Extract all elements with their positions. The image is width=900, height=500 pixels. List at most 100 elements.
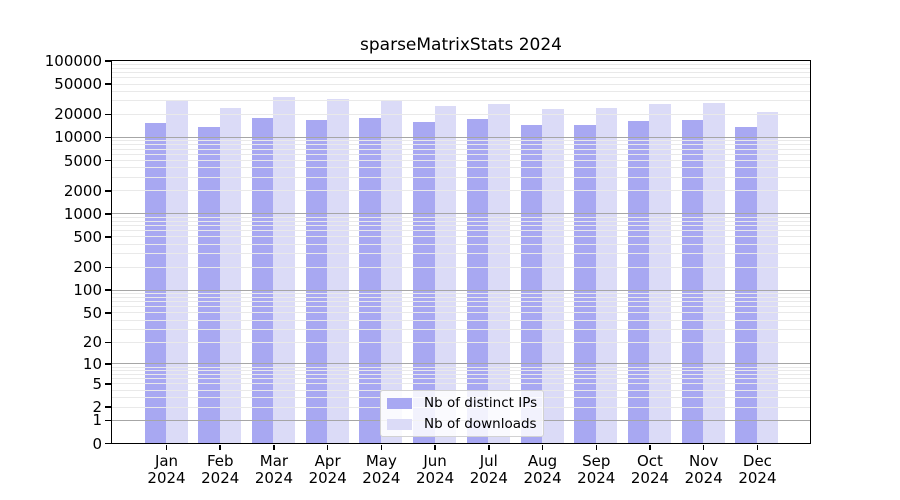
plot-area [110, 59, 811, 444]
y-axis-tick-label: 100000 [44, 52, 102, 70]
gridline-minor [111, 306, 810, 308]
x-axis-tick-label-may: May 2024 [362, 451, 401, 487]
x-axis-tick-label-nov: Nov 2024 [684, 451, 723, 487]
gridline-minor [111, 293, 810, 295]
gridline-minor [111, 216, 810, 218]
gridline-minor [111, 328, 810, 330]
bar-distinct-ips-jan [144, 122, 166, 443]
bar-downloads-jan [166, 99, 188, 443]
y-axis-tick [105, 341, 112, 344]
gridline-major [111, 289, 810, 291]
y-axis-tick-label: 20000 [54, 105, 102, 124]
y-axis-tick [105, 419, 112, 422]
gridline-minor [111, 312, 810, 314]
x-axis-tick-label-dec: Dec 2024 [738, 451, 777, 487]
gridline-minor [111, 144, 810, 146]
x-axis-tick [165, 445, 168, 450]
y-axis-tick [105, 406, 112, 408]
bar-distinct-ips-oct [627, 121, 650, 443]
y-axis-tick-label: 50 [82, 303, 102, 322]
gridline-minor [111, 253, 810, 255]
gridline-minor [111, 160, 810, 162]
gridline-minor [111, 243, 810, 245]
bar-distinct-ips-sep [574, 125, 596, 443]
x-axis-tick [434, 445, 436, 450]
y-axis-tick [105, 136, 112, 139]
y-axis-tick [105, 213, 112, 215]
gridline-minor [111, 341, 810, 343]
y-axis-tick [105, 312, 112, 314]
gridline-minor [111, 72, 810, 74]
gridline-minor [111, 370, 810, 371]
y-axis-tick-label: 2 [92, 398, 102, 416]
legend-swatch-downloads [387, 418, 412, 430]
gridline-major [111, 136, 810, 138]
gridline-minor [111, 83, 810, 85]
gridline-minor [111, 90, 810, 92]
x-axis-tick-label-jun: Jun 2024 [416, 451, 455, 487]
x-axis-tick [273, 445, 275, 450]
bar-distinct-ips-feb [198, 127, 220, 443]
y-axis-tick [105, 383, 112, 385]
y-axis-tick-label: 0 [92, 434, 102, 453]
y-axis-tick [105, 60, 112, 62]
gridline-minor [111, 77, 810, 79]
x-axis-tick-label-oct: Oct 2024 [630, 451, 670, 487]
gridline-minor [111, 378, 810, 380]
gridline-major [111, 213, 810, 215]
y-axis-tick [105, 236, 112, 238]
y-axis-tick-label: 5000 [63, 151, 102, 170]
y-axis-tick [105, 190, 112, 192]
bar-distinct-ips-jun [413, 122, 435, 443]
bar-downloads-feb [219, 107, 242, 443]
y-axis-tick [105, 159, 112, 162]
y-axis-tick-label: 200 [73, 258, 102, 277]
y-axis-tick-label: 1000 [63, 204, 102, 223]
x-axis-tick-label-aug: Aug 2024 [523, 451, 562, 487]
bar-distinct-ips-dec [735, 127, 757, 443]
x-axis-tick [702, 445, 705, 450]
legend-swatch-distinct-ips [387, 397, 412, 409]
x-axis-tick [326, 445, 329, 450]
gridline-minor [111, 67, 810, 69]
bar-distinct-ips-mar [251, 118, 274, 443]
bar-downloads-jun [434, 105, 457, 443]
gridline-minor [111, 373, 810, 375]
bar-distinct-ips-apr [305, 119, 328, 443]
gridline-minor [111, 383, 810, 385]
y-axis-tick-label: 10000 [54, 128, 102, 147]
y-axis-tick [105, 363, 112, 365]
x-axis-tick-label-mar: Mar 2024 [254, 451, 294, 487]
bar-downloads-sep [595, 108, 618, 443]
bar-downloads-nov [703, 102, 725, 443]
legend-label-downloads: Nb of downloads [424, 416, 537, 432]
bar-downloads-dec [756, 112, 779, 443]
bar-downloads-apr [327, 99, 349, 443]
bar-distinct-ips-jul [466, 119, 489, 443]
x-axis-tick [595, 445, 597, 450]
legend-label-distinct-ips: Nb of distinct IPs [424, 395, 538, 411]
x-axis-tick [488, 445, 490, 450]
gridline-minor [111, 100, 810, 102]
legend-entry-downloads: Nb of downloads [387, 415, 543, 433]
x-axis-tick [380, 445, 383, 450]
x-axis-tick [756, 445, 759, 450]
y-axis-tick [105, 442, 112, 445]
bar-distinct-ips-may [359, 118, 381, 443]
x-axis-tick-label-apr: Apr 2024 [308, 451, 347, 487]
gridline-minor [111, 236, 810, 238]
legend-entry-distinct-ips: Nb of distinct IPs [387, 394, 543, 412]
gridline-minor [111, 113, 810, 115]
chart-title: sparseMatrixStats 2024 [360, 35, 562, 55]
x-axis-tick-label-sep: Sep 2024 [577, 451, 616, 487]
y-axis-tick-label: 2000 [63, 181, 102, 200]
gridline-minor [111, 64, 810, 65]
gridline-minor [111, 220, 810, 222]
gridline-minor [111, 153, 810, 155]
y-axis-tick-label: 100 [73, 281, 102, 300]
bar-downloads-jul [488, 103, 510, 443]
gridline-minor [111, 167, 810, 169]
y-axis-tick [105, 83, 112, 85]
y-axis-tick [105, 289, 112, 291]
